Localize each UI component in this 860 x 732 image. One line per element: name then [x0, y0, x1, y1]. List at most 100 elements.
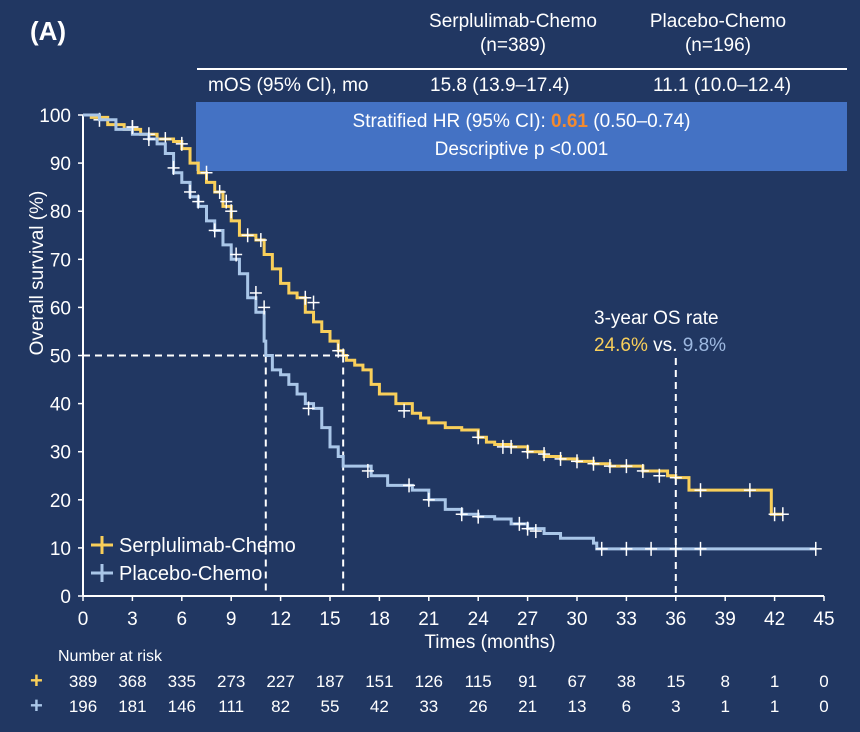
at-risk-value: 273: [217, 672, 246, 691]
censor-mark: [200, 165, 213, 180]
censor-mark: [230, 247, 243, 262]
y-tick-label: 20: [50, 491, 71, 512]
at-risk-value: 15: [666, 672, 686, 691]
censor-mark: [743, 483, 756, 498]
x-tick-label: 42: [764, 609, 785, 630]
hr-ci: (0.50–0.74): [588, 111, 691, 132]
x-tick-label: 33: [616, 609, 637, 630]
column-n: (n=196): [684, 35, 752, 56]
x-tick-label: 21: [418, 609, 439, 630]
censor-mark: [653, 468, 666, 483]
reference-lines: [83, 354, 677, 596]
mos-label: mOS (95% CI), mo: [208, 75, 369, 96]
censor-mark: [472, 509, 485, 524]
censor-mark: [258, 300, 271, 315]
at-risk-value: 8: [720, 672, 730, 691]
y-tick-label: 70: [50, 250, 71, 271]
at-risk-value: 1: [769, 697, 780, 716]
km-curve-placebo: [83, 113, 816, 551]
censor-mark: [645, 541, 658, 556]
x-tick-label: 15: [319, 609, 340, 630]
censor-mark: [529, 524, 542, 539]
x-tick-label: 24: [468, 609, 490, 630]
at-risk-value: 187: [315, 672, 345, 691]
legend-item: Placebo-Chemo: [91, 563, 262, 585]
censor-mark: [521, 444, 534, 459]
at-risk-value: 368: [118, 672, 147, 691]
censor-mark: [455, 507, 468, 522]
y-tick-label: 40: [50, 395, 71, 416]
mos-serplulimab: 15.8 (13.9–17.4): [430, 75, 570, 96]
at-risk-value: 55: [320, 697, 340, 716]
x-tick-label: 9: [226, 609, 237, 630]
censor-mark: [249, 285, 262, 300]
x-axis-label: Times (months): [424, 632, 556, 653]
y-tick-label: 0: [60, 587, 71, 608]
hr-value: 0.61: [551, 111, 588, 132]
at-risk-value: 13: [567, 697, 587, 716]
y-tick-label: 100: [39, 106, 71, 127]
x-tick-label: 0: [78, 609, 89, 630]
censor-mark: [776, 507, 789, 522]
at-risk-value: 67: [567, 672, 587, 691]
column-n: (n=389): [479, 35, 547, 56]
y-tick-label: 60: [50, 298, 71, 319]
censor-mark: [521, 521, 534, 536]
censor-mark: [669, 470, 682, 485]
at-risk-value: 146: [167, 697, 196, 716]
hr-prefix: Stratified HR (95% CI):: [352, 111, 552, 132]
at-risk-value: 82: [271, 697, 291, 716]
x-tick-label: 30: [566, 609, 587, 630]
os-vs: vs.: [647, 335, 683, 356]
censor-mark: [809, 541, 822, 556]
y-tick-label: 10: [50, 539, 71, 560]
censor-mark: [620, 459, 633, 474]
x-tick-label: 18: [369, 609, 390, 630]
censor-mark: [208, 223, 221, 238]
censor-mark: [403, 478, 416, 493]
legend-label: Serplulimab-Chemo: [119, 535, 296, 557]
censor-mark: [192, 194, 205, 209]
censor-mark: [337, 348, 350, 363]
at-risk-value: 181: [118, 697, 147, 716]
censor-mark: [307, 295, 320, 310]
risk-row-marker: +: [30, 668, 43, 693]
column-name: Serplulimab-Chemo: [429, 11, 597, 32]
at-risk-value: 0: [819, 697, 829, 716]
censor-mark: [167, 160, 180, 175]
survival-curves: [83, 112, 822, 556]
censor-mark: [472, 430, 485, 445]
y-axis-label: Overall survival (%): [27, 190, 48, 356]
censor-mark: [422, 492, 435, 507]
at-risk-value: 115: [464, 672, 492, 691]
censor-mark: [184, 184, 197, 199]
censor-mark: [595, 541, 608, 556]
censor-mark: [505, 439, 518, 454]
censor-mark: [241, 228, 254, 243]
at-risk-value: 335: [167, 672, 196, 691]
panel-label: (A): [30, 16, 67, 46]
y-tick-label: 80: [50, 202, 71, 223]
at-risk-value: 33: [419, 697, 439, 716]
legend: Serplulimab-Chemo Placebo-Chemo: [91, 535, 296, 585]
censor-mark: [554, 451, 567, 466]
mos-placebo: 11.1 (10.0–12.4): [653, 75, 792, 96]
censor-mark: [694, 541, 707, 556]
x-tick-label: 36: [665, 609, 686, 630]
x-tick-label: 6: [177, 609, 188, 630]
at-risk-value: 21: [518, 697, 538, 716]
y-tick-label: 90: [50, 154, 71, 175]
censor-mark: [302, 401, 315, 416]
os-rate-placebo: 9.8%: [682, 335, 727, 356]
censor-mark: [571, 454, 583, 469]
at-risk-value: 389: [68, 672, 98, 691]
at-risk-value: 0: [819, 672, 829, 691]
at-risk-value: 196: [68, 697, 98, 716]
censor-mark: [513, 516, 526, 531]
censor-mark: [213, 184, 226, 199]
at-risk-value: 26: [468, 697, 488, 716]
at-risk-value: 42: [369, 697, 389, 716]
risk-row-marker: +: [30, 693, 43, 718]
